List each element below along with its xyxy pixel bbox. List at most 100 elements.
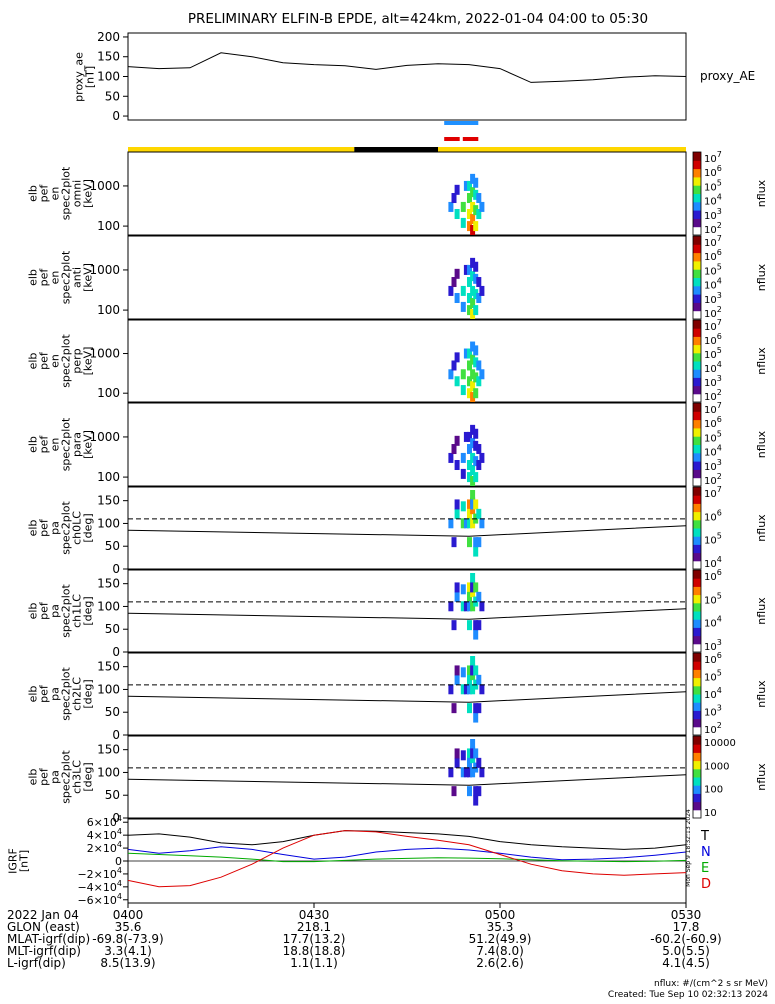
science-zone-red-bar (444, 137, 460, 141)
pa-axis-label: [deg] (82, 762, 95, 791)
energy-tick-label: 1000 (89, 263, 120, 277)
spectrogram-bin (476, 757, 482, 768)
spectrogram-bin (473, 786, 479, 797)
colorbar-tick: 102 (704, 305, 722, 320)
colorbar-tick: 105 (704, 346, 722, 361)
spectrogram-bin (467, 508, 472, 519)
spectrogram-bin (467, 209, 472, 220)
colorbar-label: nflux (755, 430, 768, 458)
spectrogram-bin (470, 341, 476, 352)
pa-axis-label: [deg] (82, 596, 95, 625)
colorbar-segment (693, 176, 701, 186)
pa-tick-label: 50 (105, 788, 120, 802)
spectrogram-bin (479, 369, 485, 380)
spectrogram-bin (479, 684, 485, 695)
colorbar-segment (693, 377, 701, 387)
spectrogram-bin (470, 499, 476, 510)
colorbar-label: nflux (755, 514, 768, 542)
pa-axis-label: spec2plot (60, 667, 73, 721)
colorbar-tick: 106 (704, 651, 722, 666)
footer-row-label: GLON (east) (7, 920, 80, 934)
colorbar-segment (693, 277, 701, 287)
sunlight-bar (438, 147, 686, 152)
pa-tick-label: 100 (97, 682, 120, 696)
energy-axis-label: en (49, 438, 62, 452)
colorbar-tick: 104 (704, 555, 722, 570)
spectrogram-panel: 1000100elbpefenspec2plotperp[keV]1071061… (27, 318, 769, 403)
ae-tick-label: 100 (97, 70, 120, 84)
spectrogram-bin (476, 591, 482, 602)
spectrogram-panel: 1000100elbpefenspec2plotanti[keV]1071061… (27, 234, 769, 320)
spectrogram-bin (460, 667, 466, 678)
spectrogram-bin (463, 180, 469, 191)
spectrogram-bin (467, 757, 472, 768)
colorbar-tick: 107 (704, 150, 722, 165)
colorbar-tick: 104 (704, 444, 722, 459)
pa-tick-label: 0 (112, 811, 120, 825)
energy-axis-label: [keV] (82, 430, 95, 459)
pa-axis-label: spec2plot (60, 584, 73, 638)
spectrogram-bin (460, 684, 466, 695)
colorbar-segment (693, 302, 701, 312)
spectrogram-bin (467, 277, 472, 288)
colorbar-tick: 106 (704, 415, 722, 430)
energy-tick-label: 100 (97, 303, 120, 317)
footer-row-label: MLT-igrf(dip) (7, 944, 81, 958)
colorbar-segment (693, 785, 701, 794)
igrf-E-line (127, 852, 687, 863)
igrf-side-text: Mon Sep 9 18:32:13 2024 (685, 809, 692, 887)
pa-axis-label: pa (49, 687, 62, 701)
spectrogram-bin (454, 665, 460, 676)
spectrogram-bin (479, 285, 485, 296)
colorbar-segment (693, 344, 701, 354)
spectrogram-bin (473, 372, 479, 383)
spectrogram-bin (476, 193, 482, 204)
colorbar-tick: 102 (704, 388, 722, 403)
spectrogram-bin (476, 620, 482, 631)
colorbar-segment (693, 694, 701, 703)
pa-axis-label: spec2plot (60, 501, 73, 555)
spectrogram-bin (467, 460, 472, 471)
pa-axis-label: spec2plot (60, 750, 73, 804)
colorbar-segment (693, 210, 701, 219)
colorbar-segment (693, 487, 701, 496)
spectrogram-bin (467, 748, 472, 759)
eclipse-bar (354, 147, 438, 152)
spectrogram-bin (463, 684, 469, 695)
energy-axis-label: spec2plot (60, 250, 73, 304)
spectrogram-bin (463, 601, 469, 612)
colorbar-tick: 105 (704, 669, 722, 684)
colorbar-tick: 1000 (704, 761, 729, 772)
spectrogram-bin (473, 546, 479, 557)
colorbar-segment (693, 619, 701, 628)
colorbar-tick: 105 (704, 262, 722, 277)
spectrogram-bin (473, 620, 479, 631)
loss-cone-line (127, 525, 687, 537)
spectrogram-bin (460, 285, 466, 296)
spectrogram-bin (473, 261, 479, 272)
colorbar-tick: 106 (704, 568, 722, 583)
spectrogram-frame (127, 235, 687, 320)
spectrogram-bin (479, 518, 485, 529)
spectrogram-bin (451, 444, 457, 455)
colorbar-tick: 104 (704, 686, 722, 701)
colorbar-tick: 105 (704, 429, 722, 444)
units-note: nflux: #/(cm^2 s sr MeV) (654, 979, 768, 989)
spectrogram-bin (451, 786, 457, 797)
spectrogram-bin (470, 767, 476, 778)
spectrogram-bin (454, 582, 460, 593)
energy-tick-label: 100 (97, 386, 120, 400)
spectrogram-bin (454, 184, 460, 195)
colorbar-segment (693, 710, 701, 720)
ae-axis-label: [nT] (84, 66, 97, 88)
spectrogram-bin (473, 177, 479, 188)
ae-axis-label: proxy_ae (73, 52, 86, 102)
energy-axis-label: spec2plot (60, 166, 73, 220)
footer-value: 3.3(4.1) (104, 944, 152, 958)
energy-spectrogram-panels: 1000100elbpefenspec2plotomni[keV]1071061… (27, 150, 769, 487)
colorbar-segment (693, 578, 701, 587)
colorbar-segment (693, 586, 701, 596)
colorbar-segment (693, 320, 701, 329)
